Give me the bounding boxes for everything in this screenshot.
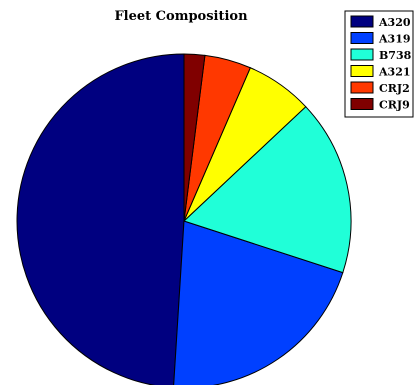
chart-title: Fleet Composition [114, 9, 248, 24]
legend-label-b738: B738 [379, 49, 412, 62]
legend: A320 A319 B738 A321 CRJ2 CRJ9 [344, 10, 414, 118]
legend-swatch-crj2 [350, 81, 374, 94]
legend-swatch-crj9 [350, 98, 374, 110]
pie-slices [16, 53, 352, 385]
pie-slice-a320 [16, 53, 185, 385]
legend-swatch-a320 [350, 15, 374, 28]
legend-label-a321: A321 [378, 66, 411, 79]
pie-slice-crj9 [183, 53, 206, 222]
legend-swatch-a321 [350, 65, 374, 77]
legend-label-a319: A319 [378, 33, 411, 46]
legend-label-a320: A320 [378, 16, 411, 29]
legend-swatch-a319 [350, 32, 374, 44]
legend-label-crj2: CRJ2 [379, 82, 410, 95]
pie-slice-b738 [183, 105, 352, 274]
legend-swatch-b738 [350, 48, 374, 61]
pie-slice-a319 [173, 220, 344, 385]
legend-label-crj9: CRJ9 [379, 99, 410, 112]
